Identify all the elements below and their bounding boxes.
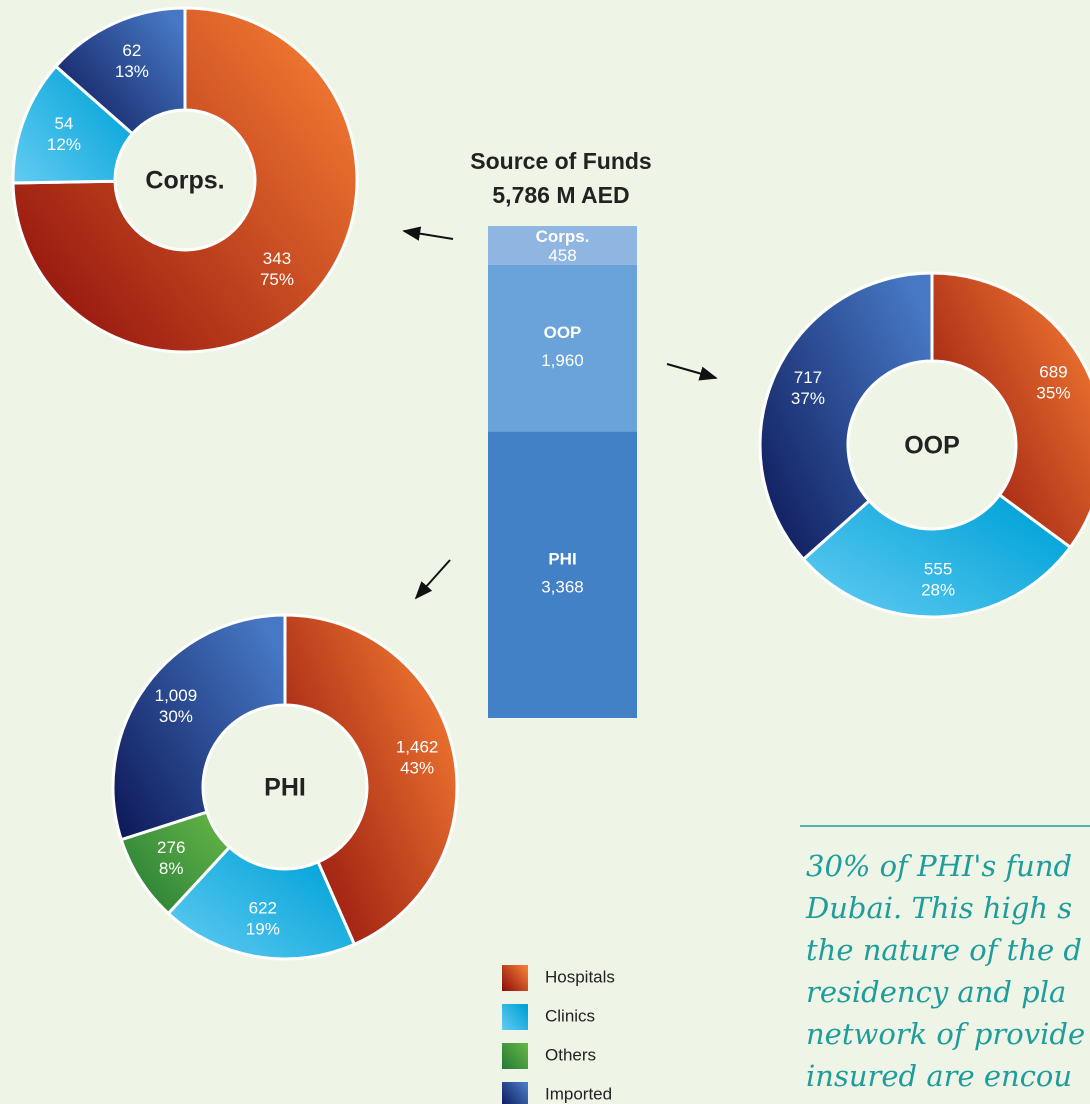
percent-label: 8% — [159, 859, 184, 878]
value-label: 62 — [122, 41, 141, 60]
note-line: residency and pla — [806, 975, 1066, 1009]
segment-name: PHI — [548, 549, 576, 568]
arrow — [666, 363, 718, 381]
arrow — [414, 559, 451, 600]
value-label: 717 — [794, 368, 822, 387]
percent-label: 19% — [246, 920, 280, 939]
value-label: 1,009 — [155, 686, 198, 705]
note-line: Dubai. This high s — [805, 891, 1072, 925]
bar-title: Source of Funds — [470, 148, 651, 174]
segment-value: 1,960 — [541, 351, 584, 370]
segment-value: 458 — [548, 246, 576, 265]
percent-label: 75% — [260, 270, 294, 289]
donut-slice — [53, 6, 187, 136]
value-label: 54 — [54, 114, 73, 133]
segment-name: OOP — [544, 323, 582, 342]
percent-label: 13% — [115, 62, 149, 81]
value-label: 1,462 — [396, 738, 439, 757]
note-line: network of provide — [806, 1017, 1085, 1051]
donut-title: PHI — [264, 774, 306, 802]
legend-label: Hospitals — [545, 967, 615, 986]
value-label: 343 — [263, 249, 291, 268]
percent-label: 43% — [400, 759, 434, 778]
donut-slice — [11, 6, 359, 354]
legend-swatch — [502, 965, 528, 991]
donut-slice — [801, 492, 1073, 619]
legend-label: Others — [545, 1045, 596, 1064]
value-label: 689 — [1039, 362, 1067, 381]
bar-segment — [488, 431, 637, 718]
legend-swatch — [502, 1004, 528, 1030]
legend-swatch — [502, 1082, 528, 1104]
note-line: 30% of PHI's fund — [806, 849, 1072, 883]
donut-slice — [166, 845, 357, 961]
note-line: the nature of the d — [806, 933, 1082, 967]
percent-label: 30% — [159, 707, 193, 726]
donut-title: Corps. — [145, 167, 224, 195]
segment-value: 3,368 — [541, 577, 584, 596]
value-label: 276 — [157, 838, 185, 857]
percent-label: 28% — [921, 580, 955, 599]
arrow — [402, 226, 454, 241]
value-label: 555 — [924, 559, 952, 578]
legend-label: Clinics — [545, 1006, 595, 1025]
legend-label: Imported — [545, 1084, 612, 1103]
bar-subtitle: 5,786 M AED — [492, 182, 629, 208]
segment-name: Corps. — [536, 227, 590, 246]
donut-slice — [111, 613, 287, 842]
legend-swatch — [502, 1043, 528, 1069]
value-label: 622 — [249, 899, 277, 918]
bar-segment — [488, 226, 637, 265]
donut-slice — [930, 271, 1090, 550]
percent-label: 12% — [47, 135, 81, 154]
donut-slice — [758, 271, 934, 562]
percent-label: 37% — [791, 389, 825, 408]
note-line: insured are encou — [806, 1059, 1072, 1093]
donut-slice — [283, 613, 459, 947]
percent-label: 35% — [1036, 383, 1070, 402]
donut-title: OOP — [904, 432, 960, 460]
bar-segment — [488, 264, 637, 432]
